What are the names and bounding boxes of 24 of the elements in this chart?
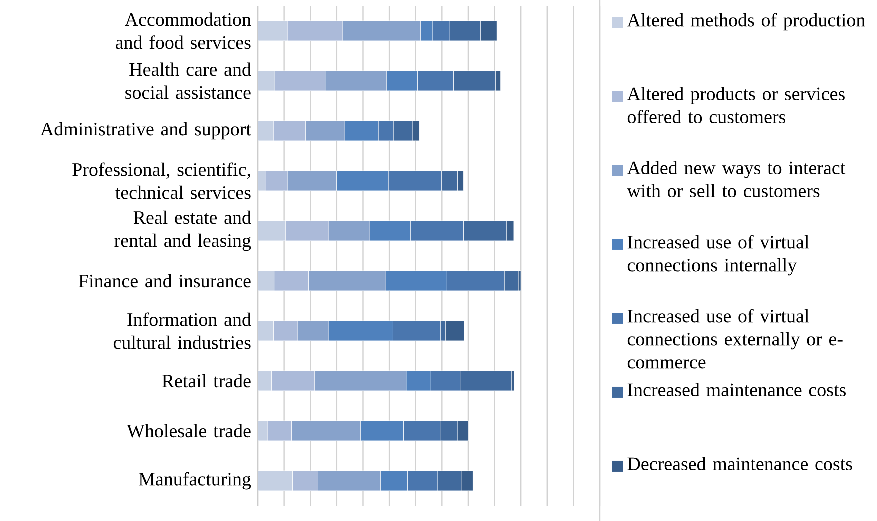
y-tick-label: Administrative and support xyxy=(40,122,252,140)
legend-label: Increased use of virtual connections externally or e-commerce xyxy=(628,309,843,369)
legend-label: Added new ways to interact with or sell to customers xyxy=(627,161,846,198)
y-tick-label: Professional, scientific, technical services xyxy=(72,162,251,200)
bar xyxy=(258,270,275,292)
y-tick-label: Real estate and rental and leasing xyxy=(114,210,252,252)
legend-label: Altered methods of production xyxy=(627,13,866,31)
y-tick-label: Wholesale trade xyxy=(127,424,251,438)
y-tick-label: Health care and social assistance xyxy=(126,62,252,100)
y-tick-label: Manufacturing xyxy=(139,472,252,490)
y-tick-label: Retail trade xyxy=(162,374,251,388)
legend-label: Increased maintenance costs xyxy=(628,383,846,397)
y-tick-label: Information and cultural industries xyxy=(114,312,252,350)
legend-label: Increased use of virtual connections internally xyxy=(628,235,810,276)
y-tick-label: Accommodation and food services xyxy=(116,12,252,50)
bar xyxy=(258,320,274,342)
legend-label: Decreased maintenance costs xyxy=(628,457,852,471)
bar xyxy=(258,470,293,492)
bar xyxy=(258,370,272,391)
y-tick-label: Finance and insurance xyxy=(78,274,251,288)
legend-label: Altered products or services offered to customers xyxy=(627,87,845,124)
bar xyxy=(258,20,288,42)
bar xyxy=(258,70,276,92)
bar xyxy=(258,220,286,242)
